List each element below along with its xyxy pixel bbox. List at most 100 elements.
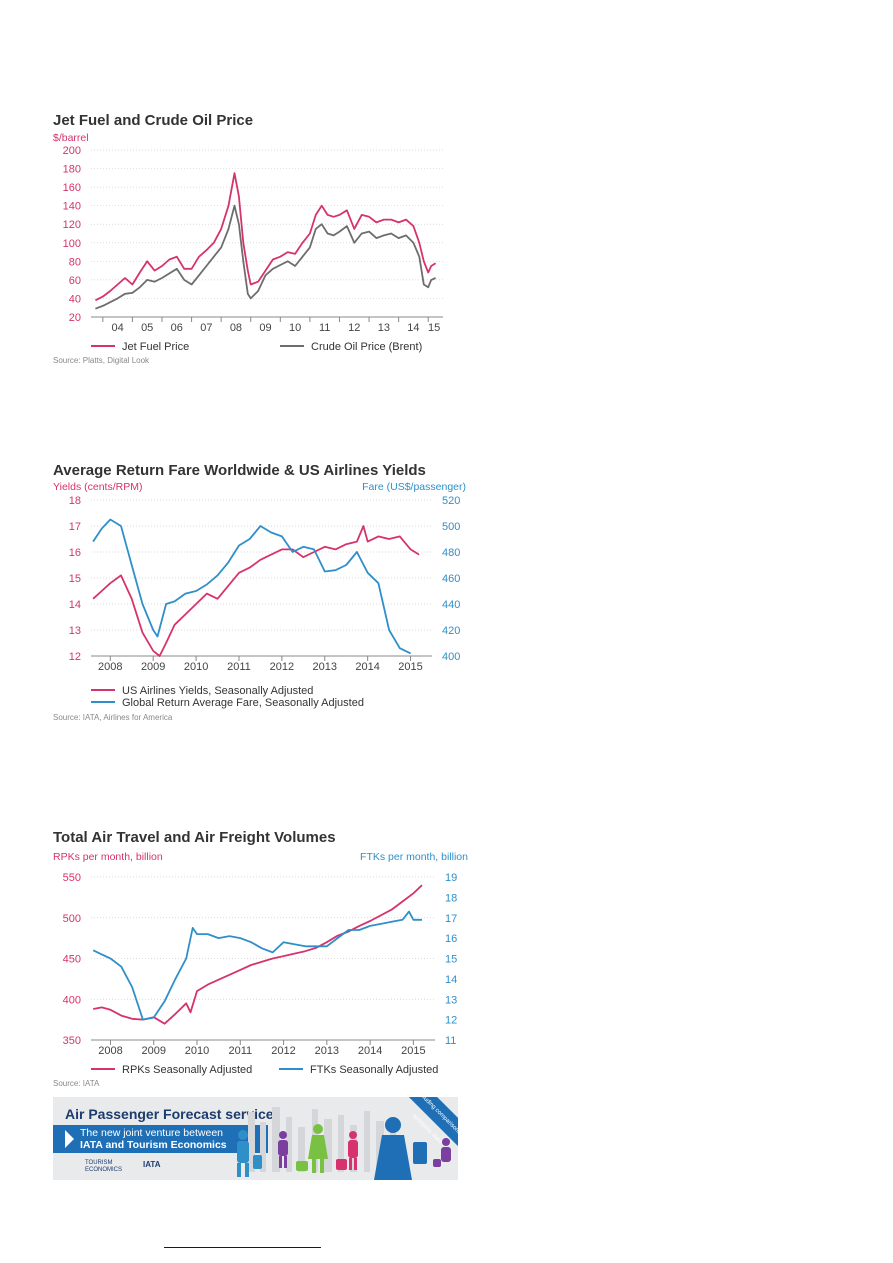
y-tick-label: 550 (63, 872, 81, 884)
travelers-illustration-icon (237, 1107, 451, 1180)
y-tick-label: 40 (69, 293, 81, 305)
banner-title: Air Passenger Forecast service (65, 1106, 274, 1122)
y-tick-label: 200 (63, 145, 81, 157)
y-tick-label: 16 (69, 547, 81, 559)
banner-strip (53, 1125, 268, 1153)
y-tick-label: 120 (63, 219, 81, 231)
y-axis-label: RPKs per month, billion (53, 851, 163, 863)
y2-tick-label: 13 (445, 994, 457, 1006)
x-tick-label: 15 (428, 322, 440, 334)
y2-tick-label: 500 (442, 521, 460, 533)
y-tick-label: 20 (69, 312, 81, 324)
legend-label: Jet Fuel Price (122, 341, 189, 353)
x-tick-label: 05 (141, 322, 153, 334)
y-tick-label: 15 (69, 573, 81, 585)
y2-tick-label: 420 (442, 625, 460, 637)
legend-label: Global Return Average Fare, Seasonally A… (122, 697, 364, 709)
y2-tick-label: 19 (445, 872, 457, 884)
y2-tick-label: 14 (445, 974, 457, 986)
y-tick-label: 100 (63, 238, 81, 250)
y2-tick-label: 11 (445, 1035, 456, 1047)
series-line-2 (92, 518, 411, 655)
x-tick-label: 08 (230, 322, 242, 334)
y2-tick-label: 520 (442, 495, 460, 507)
x-tick-label: 07 (200, 322, 212, 334)
iata-logo: IATA (143, 1160, 161, 1169)
x-tick-label: 2010 (184, 661, 208, 673)
y-tick-label: 450 (63, 954, 81, 966)
legend-label: FTKs Seasonally Adjusted (310, 1064, 438, 1076)
legend-label: US Airlines Yields, Seasonally Adjusted (122, 685, 313, 697)
y-tick-label: 180 (63, 164, 81, 176)
y2-axis-label: Fare (US$/passenger) (362, 481, 466, 493)
series-line-1 (94, 172, 437, 302)
series-line-1 (93, 884, 423, 1025)
y-tick-label: 17 (69, 521, 81, 533)
y2-axis-label: FTKs per month, billion (360, 851, 468, 863)
y-tick-label: 14 (69, 599, 81, 611)
x-tick-label: 13 (378, 322, 390, 334)
y-tick-label: 140 (63, 201, 81, 213)
x-tick-label: 2014 (358, 1045, 382, 1057)
source-note: Source: Platts, Digital Look (53, 356, 150, 365)
x-tick-label: 2013 (315, 1045, 339, 1057)
y-tick-label: 350 (63, 1035, 81, 1047)
source-note: Source: IATA (53, 1079, 100, 1088)
jet-fuel-chart: Jet Fuel and Crude Oil Price $/barrel 20 40… (53, 112, 443, 365)
chart-title: Jet Fuel and Crude Oil Price (53, 112, 253, 129)
y2-tick-label: 12 (445, 1015, 457, 1027)
y2-tick-label: 440 (442, 599, 460, 611)
travel-freight-chart: Total Air Travel and Air Freight Volumes… (53, 829, 468, 1088)
banner-subtitle: The new joint venture between IATA and T… (80, 1127, 265, 1151)
x-tick-label: 2009 (141, 661, 165, 673)
fare-yields-chart: Average Return Fare Worldwide & US Airli… (53, 462, 466, 722)
x-tick-label: 2008 (98, 661, 122, 673)
air-passenger-forecast-banner[interactable]: Air Passenger Forecast service The new j… (53, 1097, 458, 1180)
chart-title: Average Return Fare Worldwide & US Airli… (53, 462, 426, 479)
y2-tick-label: 15 (445, 954, 457, 966)
y2-tick-label: 480 (442, 547, 460, 559)
source-note: Source: IATA, Airlines for America (53, 713, 173, 722)
tourism-economics-logo: TOURISM ECONOMICS (85, 1160, 123, 1173)
legend-label: RPKs Seasonally Adjusted (122, 1064, 252, 1076)
y2-tick-label: 16 (445, 933, 457, 945)
series-line-2 (95, 204, 436, 310)
y-tick-label: 13 (69, 625, 81, 637)
series-line-1 (92, 525, 420, 657)
x-tick-label: 10 (289, 322, 301, 334)
y-tick-label: 18 (69, 495, 81, 507)
x-tick-label: 2012 (270, 661, 294, 673)
x-tick-label: 2010 (185, 1045, 209, 1057)
y-tick-label: 60 (69, 275, 81, 287)
y-tick-label: 160 (63, 182, 81, 194)
x-tick-label: 14 (407, 322, 419, 334)
chevron-right-icon (65, 1130, 74, 1148)
y-tick-label: 12 (69, 651, 81, 663)
x-tick-label: 2013 (313, 661, 337, 673)
y-tick-label: 80 (69, 256, 81, 268)
y-tick-label: 400 (63, 994, 81, 1006)
x-tick-label: 2014 (355, 661, 379, 673)
x-tick-label: 11 (319, 322, 330, 334)
y-axis-label: $/barrel (53, 132, 89, 144)
x-tick-label: 2015 (401, 1045, 425, 1057)
banner-subtitle-line1: The new joint venture between (80, 1127, 224, 1139)
x-tick-label: 06 (171, 322, 183, 334)
y2-tick-label: 17 (445, 913, 457, 925)
y2-tick-label: 400 (442, 651, 460, 663)
series-line-2 (92, 910, 422, 1021)
y-axis-label: Yields (cents/RPM) (53, 481, 142, 493)
x-tick-label: 12 (348, 322, 360, 334)
y-tick-label: 500 (63, 913, 81, 925)
y2-tick-label: 460 (442, 573, 460, 585)
x-tick-label: 09 (259, 322, 271, 334)
x-tick-label: 2008 (98, 1045, 122, 1057)
x-tick-label: 2015 (398, 661, 422, 673)
bottom-hyperlink[interactable] (164, 1235, 321, 1248)
x-tick-label: 2011 (227, 661, 251, 673)
x-tick-label: 2011 (228, 1045, 252, 1057)
legend-label: Crude Oil Price (Brent) (311, 341, 422, 353)
x-tick-label: 2009 (141, 1045, 165, 1057)
banner-subtitle-line2: IATA and Tourism Economics (80, 1139, 227, 1151)
y2-tick-label: 18 (445, 892, 457, 904)
